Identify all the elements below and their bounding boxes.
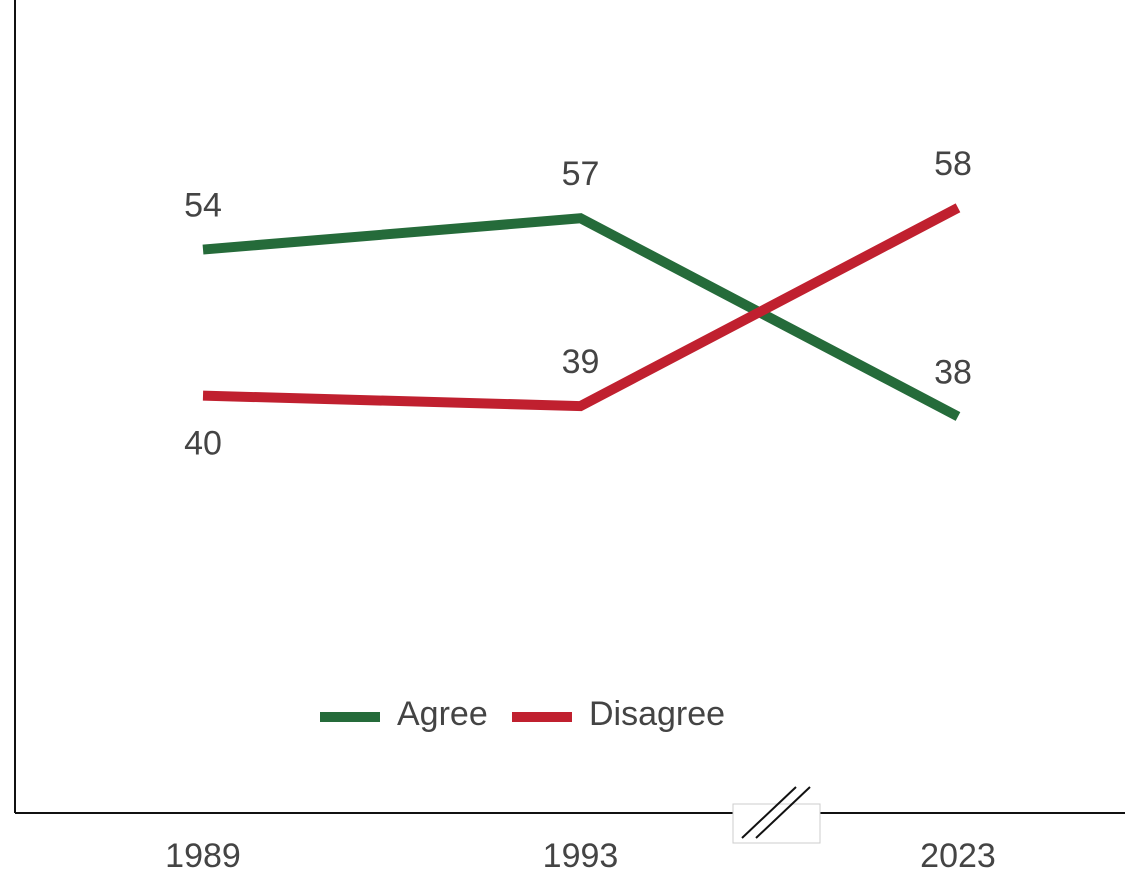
legend-label: Agree (397, 695, 488, 733)
axis-break (732, 786, 821, 844)
data-label: 57 (562, 155, 600, 193)
data-label: 58 (934, 145, 972, 183)
data-label: 39 (562, 343, 600, 381)
data-label: 38 (934, 353, 972, 391)
data-label: 40 (184, 425, 222, 463)
x-tick-label: 2023 (920, 837, 996, 875)
series-line (202, 213, 961, 421)
legend-label: Disagree (589, 695, 725, 733)
x-tick-label: 1989 (165, 837, 241, 875)
x-tick-label: 1993 (543, 837, 619, 875)
data-label: 54 (184, 187, 222, 225)
series-line (202, 203, 961, 412)
